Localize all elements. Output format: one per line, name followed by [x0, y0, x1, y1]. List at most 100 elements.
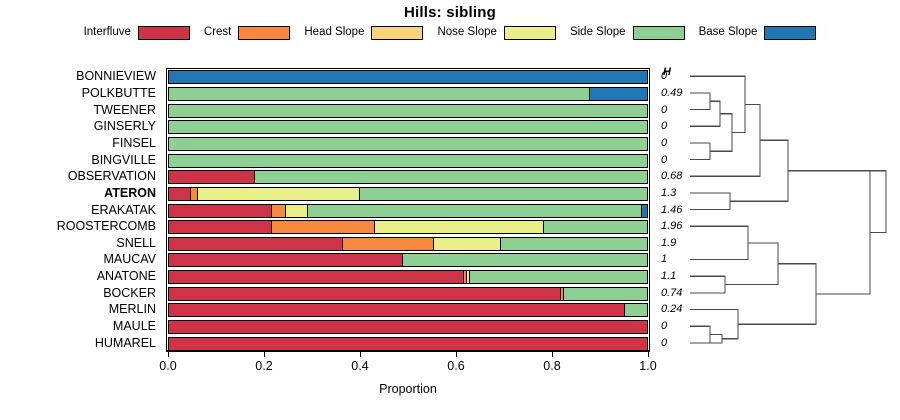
table-row[interactable]: [168, 70, 648, 85]
legend-item-label: Crest: [203, 26, 232, 39]
legend-item-label: Head Slope: [304, 26, 365, 39]
bar-segment[interactable]: [642, 204, 647, 217]
row-label: ANATONE: [96, 269, 156, 284]
bar-segment[interactable]: [564, 287, 647, 300]
table-row[interactable]: [168, 203, 648, 218]
bar-segment[interactable]: [190, 187, 198, 200]
legend-item-label: Side Slope: [569, 26, 626, 39]
row-label: BONNIEVIEW: [76, 69, 156, 84]
bar-segment[interactable]: [255, 171, 647, 184]
bar-segment[interactable]: [169, 187, 191, 200]
table-row[interactable]: [168, 186, 648, 201]
row-label: BOCKER: [103, 285, 156, 300]
table-row[interactable]: [168, 103, 648, 118]
bar-segment[interactable]: [169, 221, 272, 234]
bar-segment[interactable]: [560, 287, 565, 300]
bar-segment[interactable]: [169, 121, 647, 134]
row-label: POLKBUTTE: [81, 85, 156, 100]
table-row[interactable]: [168, 170, 648, 185]
h-value: 0.24: [661, 303, 683, 316]
h-value: 0: [661, 70, 668, 83]
table-row[interactable]: [168, 270, 648, 285]
bar-segment[interactable]: [501, 237, 647, 250]
bar-segment[interactable]: [169, 337, 647, 350]
row-label: ERAKATAK: [91, 202, 156, 217]
legend-swatch: [238, 26, 291, 40]
bar-segment[interactable]: [169, 304, 626, 317]
bar-segment[interactable]: [169, 71, 647, 84]
bar-segment[interactable]: [169, 154, 647, 167]
bar-segment[interactable]: [271, 204, 287, 217]
legend-item-label: Interfluve: [83, 26, 131, 39]
bar-segment[interactable]: [169, 171, 256, 184]
legend-item[interactable]: Head Slope: [304, 26, 424, 40]
bar-segment[interactable]: [197, 187, 361, 200]
bar-segment[interactable]: [169, 237, 344, 250]
bar-segment[interactable]: [343, 237, 435, 250]
legend-item[interactable]: Nose Slope: [437, 26, 556, 40]
row-label: MAUCAV: [103, 252, 156, 267]
h-value: 0: [661, 136, 668, 149]
bar-segment[interactable]: [470, 271, 647, 284]
bar-segment[interactable]: [625, 304, 647, 317]
table-row[interactable]: [168, 253, 648, 268]
h-column: H 0 0.49 0 0 0 0 0.68 1.3 1.46 1.96 1.9 1 1.1 0.74 0.2…: [655, 66, 697, 351]
bar-segment[interactable]: [360, 187, 647, 200]
bar-segment[interactable]: [169, 254, 404, 267]
bar-segment[interactable]: [544, 221, 647, 234]
bar-segment[interactable]: [463, 271, 467, 284]
h-value: 0: [661, 103, 668, 116]
legend-item[interactable]: Crest: [203, 26, 291, 40]
h-value: 0: [661, 320, 668, 333]
table-row[interactable]: [168, 136, 648, 151]
legend-item[interactable]: Base Slope: [699, 26, 817, 40]
bar-segment[interactable]: [307, 204, 643, 217]
legend-item[interactable]: Side Slope: [570, 26, 685, 40]
table-row[interactable]: [168, 153, 648, 168]
bar-segment[interactable]: [286, 204, 308, 217]
bar-segment[interactable]: [169, 321, 647, 334]
row-label: ATERON: [104, 185, 156, 200]
x-axis-label: Proportion: [379, 382, 437, 396]
legend-swatch: [764, 26, 817, 40]
table-row[interactable]: [168, 286, 648, 301]
bar-segment[interactable]: [434, 237, 502, 250]
x-axis-tick: [168, 351, 169, 357]
h-value: 0: [661, 336, 668, 349]
bar-segment[interactable]: [169, 204, 272, 217]
plot-panel: [166, 68, 650, 351]
x-axis-tick-label: 0.6: [447, 359, 465, 373]
dendrogram-svg: [690, 75, 887, 344]
h-value: 0.49: [661, 86, 683, 99]
bar-segment[interactable]: [374, 221, 545, 234]
x-axis-tick: [264, 351, 265, 357]
table-row[interactable]: [168, 220, 648, 235]
table-row[interactable]: [168, 320, 648, 335]
h-value: 0.74: [661, 286, 683, 299]
stacked-bars: [167, 69, 649, 351]
bar-segment[interactable]: [466, 271, 471, 284]
row-label: BINGVILLE: [91, 152, 156, 167]
x-axis-tick-label: 0.2: [255, 359, 273, 373]
legend: Interfluve Crest Head Slope Nose Slope Side …: [0, 26, 900, 40]
table-row[interactable]: [168, 303, 648, 318]
bar-segment[interactable]: [169, 137, 647, 150]
bar-segment[interactable]: [589, 87, 647, 100]
table-row[interactable]: [168, 236, 648, 251]
x-axis-line: [166, 351, 650, 352]
table-row[interactable]: [168, 86, 648, 101]
row-label: MERLIN: [108, 302, 156, 317]
x-axis-tick: [648, 351, 649, 357]
table-row[interactable]: [168, 120, 648, 135]
bar-segment[interactable]: [403, 254, 647, 267]
bar-segment[interactable]: [169, 87, 590, 100]
row-label: ROOSTERCOMB: [56, 219, 156, 234]
bar-segment[interactable]: [169, 104, 647, 117]
bar-segment[interactable]: [271, 221, 375, 234]
table-row[interactable]: [168, 336, 648, 351]
legend-item[interactable]: Interfluve: [84, 26, 190, 40]
bar-segment[interactable]: [169, 287, 561, 300]
bar-segment[interactable]: [169, 271, 464, 284]
row-label: HUMAREL: [94, 335, 156, 350]
x-axis-tick: [552, 351, 553, 357]
